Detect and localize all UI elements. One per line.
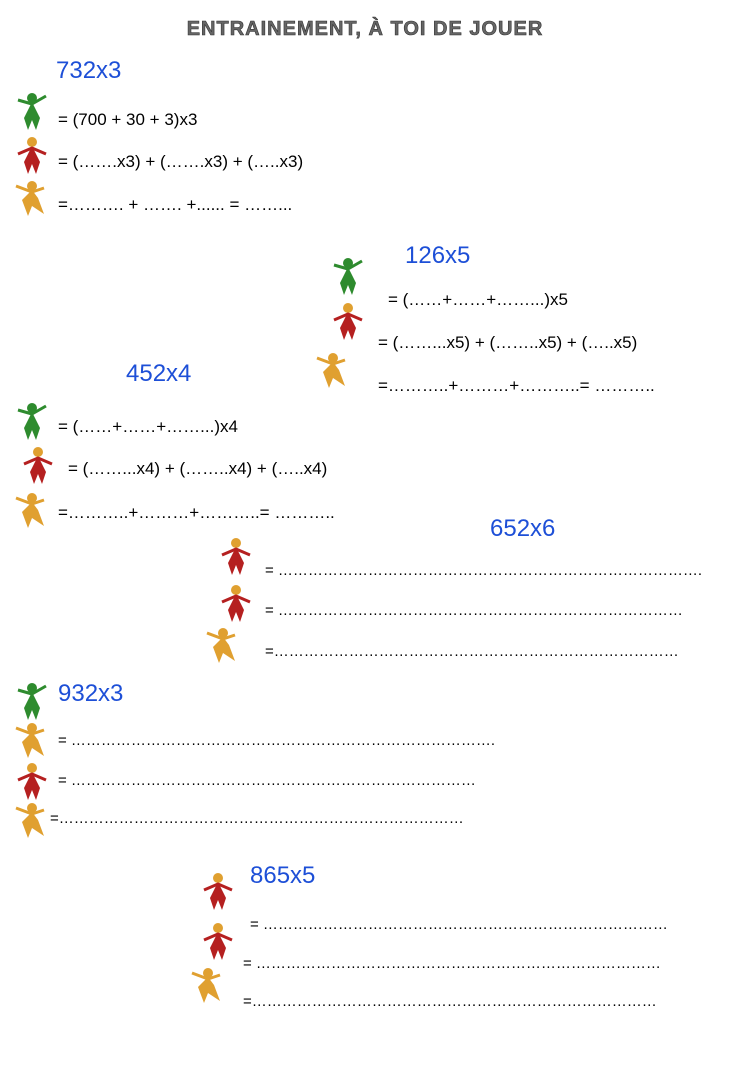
spy-green-icon — [330, 255, 366, 297]
problem-6-line-3: =……………………………………………………………………… — [243, 993, 657, 1010]
problem-4-line-1: = …………………………………………………………………………. — [265, 562, 702, 579]
problem-2-title: 126x5 — [405, 242, 470, 270]
problem-5-line-3: =……………………………………………………………………… — [50, 810, 464, 827]
spy-green-icon — [14, 90, 50, 132]
problem-3-line-1: = (……+……+……...)x4 — [58, 417, 238, 437]
spy-yellow-icon — [315, 350, 351, 392]
spy-red-icon — [14, 760, 50, 802]
problem-4-line-3: =……………………………………………………………………… — [265, 643, 679, 660]
problem-1-title: 732x3 — [56, 57, 121, 85]
spy-yellow-icon — [14, 178, 50, 220]
problem-4-title: 652x6 — [490, 515, 555, 543]
problem-4-line-2: = ……………………………………………………………………… — [265, 602, 683, 619]
problem-5-line-1: = …………………………………………………………………………. — [58, 732, 495, 749]
problem-3-line-2: = (……...x4) + (……..x4) + (…..x4) — [68, 459, 327, 479]
problem-2-line-3: =………..+………+………..= ……….. — [378, 376, 655, 396]
problem-5-line-2: = ……………………………………………………………………… — [58, 772, 476, 789]
spy-red-icon — [218, 535, 254, 577]
spy-red-icon — [14, 134, 50, 176]
spy-red-icon — [330, 300, 366, 342]
problem-2-line-1: = (……+……+……...)x5 — [388, 290, 568, 310]
problem-2-line-2: = (……...x5) + (……..x5) + (…..x5) — [378, 333, 637, 353]
problem-3-title: 452x4 — [126, 360, 191, 388]
spy-yellow-icon — [205, 625, 241, 667]
problem-5-title: 932x3 — [58, 680, 123, 708]
spy-red-icon — [218, 582, 254, 624]
spy-red-icon — [200, 920, 236, 962]
spy-green-icon — [14, 680, 50, 722]
problem-1-line-1: = (700 + 30 + 3)x3 — [58, 110, 197, 130]
spy-yellow-icon — [14, 720, 50, 762]
page-title: ENTRAINEMENT, À TOI DE JOUER — [0, 0, 730, 41]
spy-red-icon — [200, 870, 236, 912]
problem-1-line-3: =………. + ……. +...... = ……... — [58, 195, 292, 215]
problem-1-line-2: = (…….x3) + (…….x3) + (…..x3) — [58, 152, 303, 172]
spy-red-icon — [20, 444, 56, 486]
spy-green-icon — [14, 400, 50, 442]
problem-6-line-2: = ……………………………………………………………………… — [243, 955, 661, 972]
problem-6-title: 865x5 — [250, 862, 315, 890]
spy-yellow-icon — [14, 490, 50, 532]
problem-3-line-3: =………..+………+………..= ……….. — [58, 503, 335, 523]
spy-yellow-icon — [14, 800, 50, 842]
spy-yellow-icon — [190, 965, 226, 1007]
problem-6-line-1: = ……………………………………………………………………… — [250, 916, 668, 933]
